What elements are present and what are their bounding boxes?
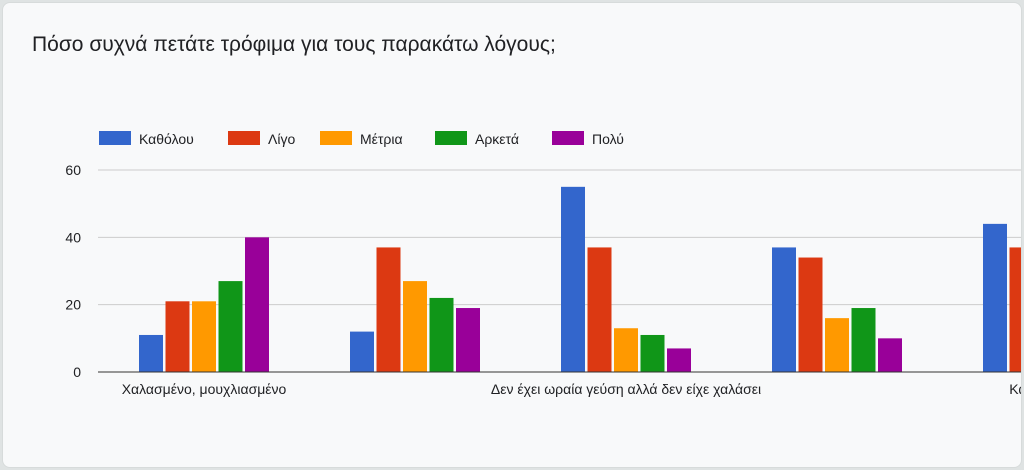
legend-swatch-πολύ [552,131,584,145]
bar-λίγο-1 [165,301,190,372]
bar-λίγο-4 [798,257,823,372]
y-tick-label: 60 [65,162,81,178]
bar-αρκετά-2 [429,297,454,372]
legend-label-λίγο: Λίγο [268,131,295,147]
bar-καθόλου-5 [983,223,1007,372]
bar-πολύ-4 [878,338,902,372]
legend-swatch-λίγο [228,131,260,145]
bar-πολύ-3 [667,348,691,372]
y-tick-label: 40 [65,229,81,245]
bar-λίγο-5 [1009,247,1021,372]
bar-μέτρια-1 [192,301,216,372]
legend-swatch-καθόλου [99,131,131,145]
legend-swatch-μέτρια [320,131,352,145]
chart-title: Πόσο συχνά πετάτε τρόφιμα για τους παρακ… [32,33,556,56]
bar-αρκετά-3 [640,334,665,372]
legend-label-αρκετά: Αρκετά [475,131,519,147]
legend-label-πολύ: Πολύ [592,131,624,147]
bar-chart: 0 20 40 60 Χαλασμένο, μουχλιασμένο Δεν έχει ω… [65,131,1021,397]
bar-μέτρια-2 [403,281,427,372]
y-tick-label: 20 [65,297,81,313]
x-category-label: Δεν έχει ωραία γεύση αλλά δεν είχε χαλάσ… [491,381,761,397]
bar-καθόλου-2 [350,331,374,372]
bar-καθόλου-3 [561,186,585,372]
legend-label-μέτρια: Μέτρια [360,131,403,147]
bar-πολύ-1 [245,237,269,372]
bar-καθόλου-4 [772,247,796,372]
bar-λίγο-3 [587,247,612,372]
bar-αρκετά-4 [851,308,876,372]
bar-πολύ-2 [456,308,480,372]
y-tick-label: 0 [73,364,81,380]
bar-καθόλου-1 [139,334,163,372]
bar-μέτρια-4 [825,318,849,372]
legend-swatch-αρκετά [435,131,467,145]
bar-αρκετά-1 [218,281,243,372]
x-category-label: Καταστροφή [1009,381,1021,397]
bar-λίγο-2 [376,247,401,372]
bar-μέτρια-3 [614,328,638,372]
x-category-label: Χαλασμένο, μουχλιασμένο [122,381,287,397]
legend-label-καθόλου: Καθόλου [139,131,194,147]
